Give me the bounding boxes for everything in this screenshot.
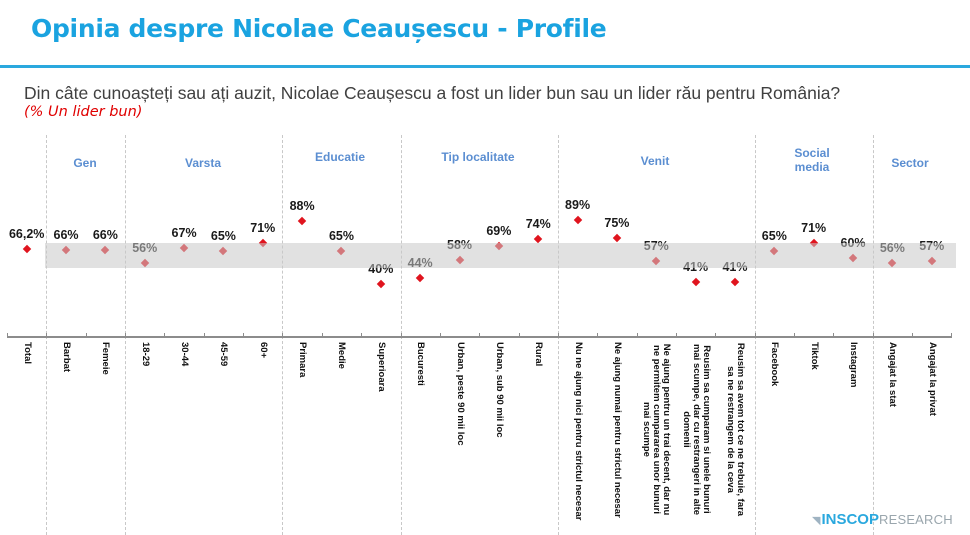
data-point-marker	[376, 279, 386, 288]
chart-subtitle: (% Un lider bun)	[24, 104, 143, 120]
data-point-marker	[612, 233, 622, 243]
category-label: 60+	[257, 342, 269, 359]
axis-tick	[125, 333, 127, 338]
axis-tick	[321, 333, 323, 338]
axis-tick	[518, 333, 520, 338]
category-label: 18-29	[139, 342, 151, 367]
category-label: Ne ajung numai pentru strictul necesar	[611, 342, 623, 518]
x-axis	[7, 336, 951, 338]
axis-tick	[479, 333, 481, 338]
group-header: Gen	[73, 156, 97, 170]
data-value-label: 67%	[171, 226, 197, 241]
axis-tick	[243, 333, 245, 338]
category-label: Urban, peste 90 mii loc	[454, 342, 466, 446]
category-label: Reusim sa avem tot ce ne trebuie, fara s…	[724, 342, 746, 517]
inscop-logo: ◥INSCOPRESEARCH	[812, 511, 953, 528]
category-label: Rural	[533, 342, 545, 367]
category-label: Reusim sa cumparam si unele bunuri mai s…	[680, 343, 712, 516]
axis-tick	[164, 333, 166, 338]
data-point-marker	[573, 215, 582, 225]
axis-tick	[833, 333, 835, 338]
axis-tick	[46, 333, 48, 338]
logo-mark-icon: ◥	[812, 515, 821, 527]
data-point-marker	[297, 216, 307, 226]
data-value-label: 66%	[53, 227, 79, 242]
data-value-label: 89%	[565, 197, 591, 212]
axis-tick	[203, 333, 205, 338]
axis-tick	[675, 333, 677, 338]
category-label: Angajat la stat	[887, 342, 899, 407]
axis-tick	[85, 333, 87, 338]
category-label: Facebook	[769, 342, 781, 387]
data-point-marker	[730, 277, 740, 287]
axis-tick	[361, 333, 363, 338]
data-value-label: 69%	[486, 223, 512, 238]
data-value-label: 75%	[604, 216, 630, 230]
axis-tick	[872, 333, 874, 338]
category-label: Femeie	[100, 342, 112, 375]
logo-text-bold: INSCOP	[821, 511, 879, 528]
reference-band	[45, 243, 956, 268]
axis-tick	[597, 333, 599, 338]
group-header: Varsta	[184, 156, 222, 170]
axis-tick	[912, 333, 914, 338]
category-label: Angajat la privat	[926, 342, 938, 416]
category-label: Bucuresti	[415, 342, 427, 386]
category-label: Ne ajung pentru un trai decent, dar nu n…	[641, 343, 673, 516]
page-title: Opinia despre Nicolae Ceaușescu - Profil…	[31, 14, 607, 43]
data-value-label: 71%	[250, 221, 276, 236]
data-value-label: 65%	[328, 229, 354, 243]
title-divider	[0, 65, 970, 68]
axis-tick	[636, 333, 638, 338]
group-header: Educatie	[314, 150, 365, 164]
group-header: Social media	[794, 146, 830, 174]
data-value-label: 65%	[761, 229, 787, 243]
group-header: Venit	[640, 154, 670, 168]
axis-tick	[400, 333, 402, 338]
data-point-marker	[691, 277, 700, 287]
data-value-label: 66,2%	[8, 227, 45, 242]
axis-tick	[794, 333, 795, 338]
category-label: Medie	[336, 342, 348, 369]
data-point-marker	[22, 245, 31, 254]
group-separator	[401, 135, 402, 535]
axis-tick	[715, 333, 717, 338]
data-value-label: 88%	[289, 199, 315, 214]
axis-tick	[7, 333, 8, 338]
data-value-label: 74%	[525, 217, 551, 232]
category-label: 45-59	[218, 342, 230, 367]
axis-tick	[754, 333, 756, 338]
data-value-label: 71%	[801, 221, 827, 236]
axis-tick	[557, 333, 559, 338]
category-label: Primara	[297, 342, 309, 378]
category-label: Barbat	[61, 342, 73, 373]
category-label: Superioara	[375, 342, 387, 392]
logo-text-light: RESEARCH	[878, 512, 953, 527]
category-label: Total	[21, 342, 33, 364]
data-point-marker	[415, 274, 425, 283]
group-header: Tip localitate	[441, 150, 515, 164]
category-label: Tiktok	[808, 342, 820, 370]
category-label: Instagram	[848, 342, 860, 388]
survey-question: Din câte cunoașteți sau ați auzit, Nicol…	[24, 83, 841, 103]
axis-tick	[282, 333, 284, 338]
axis-tick	[439, 333, 441, 338]
data-value-label: 65%	[210, 229, 236, 243]
category-label: Urban, sub 90 mii loc	[493, 342, 505, 438]
group-header: Sector	[891, 156, 929, 170]
category-label: 30-44	[179, 342, 191, 367]
category-label: Nu ne ajung nici pentru strictul necesar	[572, 342, 584, 521]
axis-tick	[951, 333, 953, 338]
data-value-label: 66%	[92, 227, 118, 242]
